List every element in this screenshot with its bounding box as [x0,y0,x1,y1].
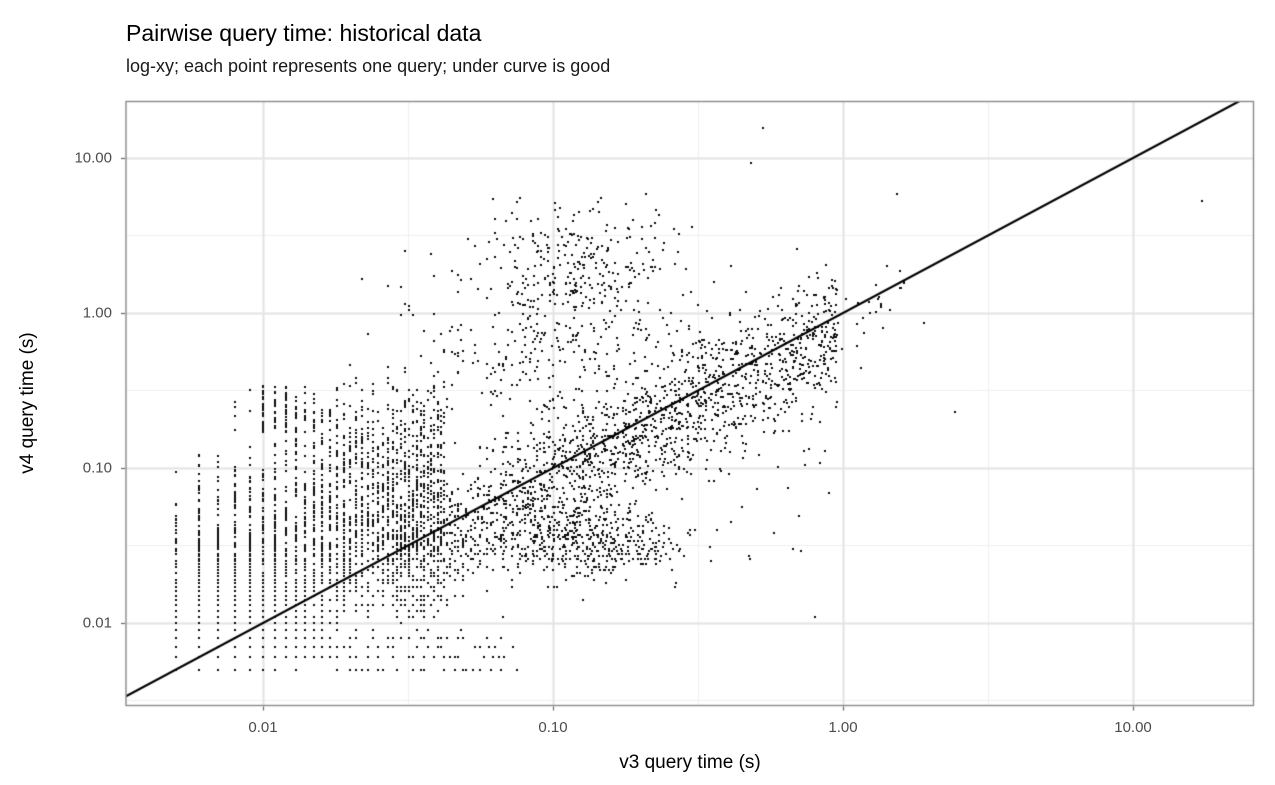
y-tick-label: 10.00 [74,149,112,167]
y-tick-label: 0.01 [82,614,112,632]
y-tick-label: 1.00 [82,304,112,322]
y-axis-label: v4 query time (s) [17,332,38,474]
x-tick-label: 0.10 [538,719,568,736]
x-tick-label: 0.01 [248,719,278,736]
x-tick-label: 1.00 [828,719,858,736]
x-tick-label: 10.00 [1114,719,1152,736]
x-axis-label: v3 query time (s) [619,752,761,773]
y-tick-label: 0.10 [82,459,112,477]
